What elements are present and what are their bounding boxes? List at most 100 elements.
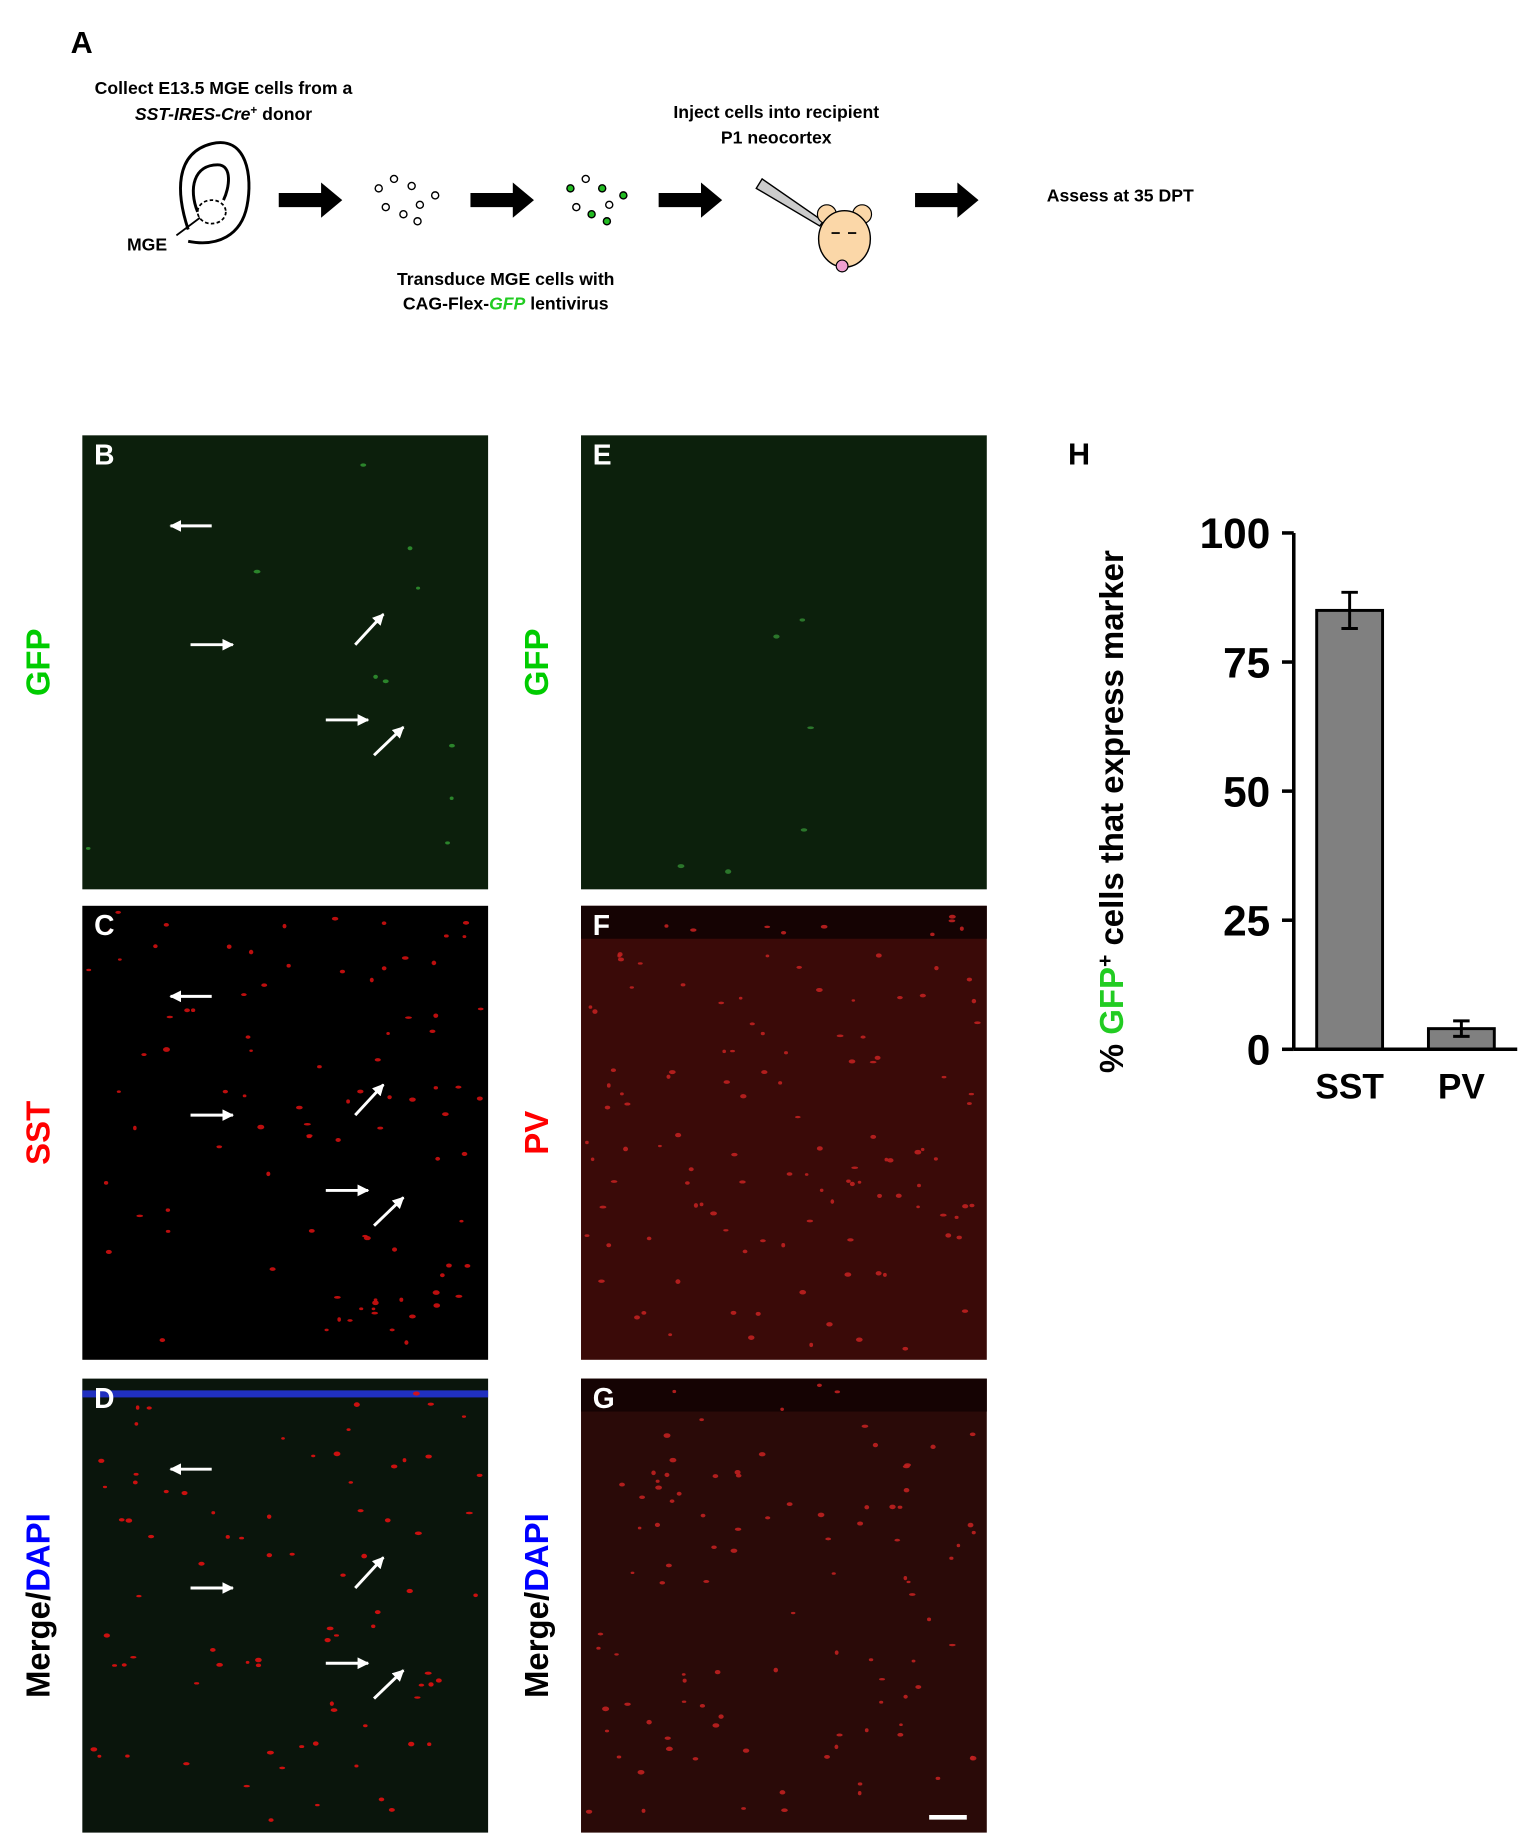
cell-signal	[629, 986, 634, 989]
cell-signal	[445, 841, 450, 845]
cell-signal	[361, 1553, 368, 1559]
cell-signal	[825, 1537, 832, 1541]
y-axis-title-part: GFP	[1093, 967, 1130, 1035]
cell-signal	[103, 1181, 109, 1185]
cell-signal	[377, 1126, 384, 1130]
cell-signal	[90, 1747, 98, 1752]
cell-signal	[372, 1300, 379, 1306]
cell-signal	[405, 1016, 412, 1019]
cell-signal	[241, 993, 247, 997]
cell-signal	[935, 1776, 941, 1781]
cell-signal	[641, 1808, 646, 1813]
stain-text: DAPI	[19, 1513, 56, 1592]
cell-signal	[836, 1034, 844, 1038]
panel-label: E	[593, 439, 612, 471]
cell-signal	[107, 929, 112, 934]
cell-signal	[967, 1522, 974, 1528]
cell-signal	[337, 1317, 341, 1322]
cell-signal	[112, 1664, 118, 1667]
cell-signal	[869, 1060, 877, 1064]
stain-label: SST	[19, 1101, 56, 1165]
cell-signal	[676, 1491, 682, 1496]
mge-label: MGE	[127, 235, 167, 255]
panel-label: H	[1068, 438, 1090, 472]
cell-signal	[86, 968, 92, 972]
cell-signal	[268, 1818, 274, 1822]
cell-signal	[949, 1643, 956, 1647]
cell-signal	[360, 463, 367, 467]
cell-signal	[289, 1552, 295, 1556]
cell-signal	[248, 949, 254, 955]
arrow	[354, 1556, 385, 1589]
cell-signal	[681, 1673, 686, 1676]
cell-signal	[130, 1655, 137, 1659]
cell-signal	[281, 1437, 285, 1440]
cell-signal	[887, 1158, 894, 1163]
arrow	[372, 725, 405, 757]
arrow	[354, 1083, 385, 1117]
cell-signal	[816, 987, 823, 993]
stain-text: Merge/	[518, 1592, 555, 1698]
cell-signal	[136, 1594, 142, 1598]
gene-name: SST-IRES-Cre	[135, 104, 251, 124]
cell-signal	[637, 1526, 642, 1530]
cell-signal	[261, 983, 268, 987]
cell-signal	[899, 1723, 903, 1726]
cell-signal	[435, 1678, 442, 1683]
cell-signal	[585, 1140, 589, 1145]
cell-signal	[210, 1648, 216, 1652]
cell-signal	[903, 1576, 908, 1581]
cell-signal	[610, 1180, 618, 1183]
cell-signal	[315, 1803, 320, 1807]
panel-label: C	[94, 909, 114, 941]
cell-signal	[971, 1530, 976, 1535]
cell-signal	[879, 1678, 886, 1681]
cell-signal	[384, 1518, 391, 1523]
cell-signal	[786, 1172, 793, 1176]
cell-signal	[889, 1504, 896, 1510]
cell-signal	[620, 1092, 624, 1096]
cell-signal	[599, 1205, 607, 1209]
cell-signal	[324, 1328, 329, 1332]
cell-signal	[816, 1146, 823, 1151]
process-arrows	[278, 182, 979, 218]
stain-text: SST	[19, 1101, 56, 1165]
cell-signal	[641, 1311, 647, 1315]
cell-signal	[807, 726, 814, 730]
cell-signal	[749, 1022, 755, 1026]
step-text: CAG-Flex-GFP lentivirus	[403, 293, 609, 313]
cell-signal	[163, 923, 169, 927]
cell-signal	[637, 1769, 645, 1775]
cell-signal	[663, 1433, 671, 1438]
stain-text: PV	[518, 1111, 555, 1155]
arrow	[372, 1196, 405, 1227]
cell-signal	[934, 966, 939, 971]
cell-signal	[741, 1807, 746, 1810]
cell-signal	[855, 1337, 863, 1342]
cell-signal	[354, 1764, 359, 1768]
step-text: donor	[257, 104, 312, 124]
cell-signal	[334, 1295, 341, 1299]
cell-signal	[617, 952, 623, 957]
cell-signal	[614, 1653, 619, 1656]
cell-signal	[761, 1070, 768, 1075]
cell-signal	[402, 1458, 407, 1463]
cell-signal	[604, 1729, 610, 1733]
cell-signal	[806, 1219, 814, 1223]
cell-signal	[596, 1646, 601, 1650]
cell-signal	[602, 1706, 610, 1712]
cell-signal	[902, 1346, 909, 1351]
cell-signal	[969, 1432, 976, 1437]
cell-signal	[795, 1115, 801, 1119]
cell-signal	[266, 1750, 274, 1755]
dapi-edge	[82, 1390, 489, 1398]
cell-signal	[226, 944, 232, 949]
cell-signal	[153, 944, 158, 949]
cell-signal	[692, 1757, 699, 1761]
y-tick-label: 50	[1223, 768, 1270, 815]
cell-signal	[861, 1424, 869, 1428]
cell-signal	[800, 828, 808, 832]
cell-signal	[198, 1561, 205, 1566]
cell-signal	[639, 1495, 646, 1500]
cell-signal	[731, 1152, 738, 1157]
